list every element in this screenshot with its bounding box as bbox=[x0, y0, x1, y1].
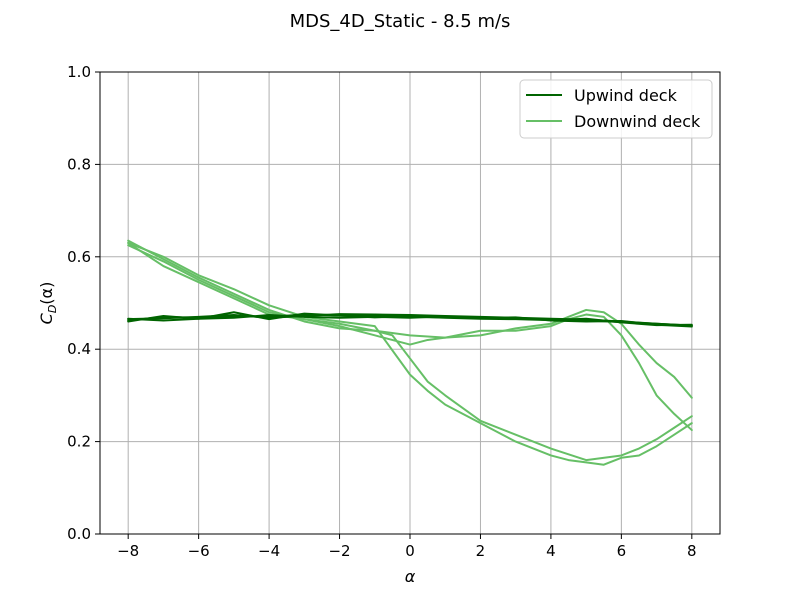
x-tick-label: 6 bbox=[617, 542, 627, 560]
chart-title: MDS_4D_Static - 8.5 m/s bbox=[290, 11, 511, 32]
y-axis-label: CD(α) bbox=[37, 282, 59, 325]
legend-label-upwind-deck: Upwind deck bbox=[574, 86, 678, 105]
x-tick-label: −4 bbox=[258, 542, 280, 560]
x-axis-label: α bbox=[405, 567, 416, 586]
series-line-downwind-deck-2 bbox=[127, 244, 693, 462]
series-line-downwind-deck-0 bbox=[127, 241, 693, 466]
x-tick-label: 8 bbox=[687, 542, 697, 560]
y-tick-label: 0.6 bbox=[67, 248, 91, 266]
x-tick-label: 4 bbox=[546, 542, 556, 560]
y-axis-label-sub: D bbox=[46, 305, 59, 313]
y-axis-label-main: C bbox=[37, 312, 56, 324]
y-tick-label: 0.4 bbox=[67, 340, 91, 358]
y-tick-label: 1.0 bbox=[67, 63, 91, 81]
x-tick-label: 0 bbox=[405, 542, 415, 560]
legend-label-downwind-deck: Downwind deck bbox=[574, 112, 701, 131]
y-tick-label: 0.0 bbox=[67, 525, 91, 543]
series-line-upwind-deck-3 bbox=[127, 311, 693, 327]
x-tick-label: −2 bbox=[328, 542, 350, 560]
x-tick-label: −6 bbox=[188, 542, 210, 560]
legend: Upwind deck Downwind deck bbox=[519, 79, 713, 139]
y-tick-label: 0.8 bbox=[67, 155, 91, 173]
series-line-downwind-deck-3 bbox=[127, 241, 693, 432]
y-axis-label-tail: (α) bbox=[37, 282, 56, 305]
x-axis-ticks: −8 −6 −4 −2 0 2 4 6 8 bbox=[117, 534, 697, 560]
y-tick-label: 0.2 bbox=[67, 433, 91, 451]
series-line-downwind-deck-1 bbox=[127, 239, 693, 399]
legend-box bbox=[519, 79, 713, 139]
series-layer bbox=[127, 239, 693, 466]
x-tick-label: 2 bbox=[476, 542, 486, 560]
y-axis-ticks: 0.0 0.2 0.4 0.6 0.8 1.0 bbox=[67, 63, 100, 543]
x-tick-label: −8 bbox=[117, 542, 139, 560]
series-line-upwind-deck-2 bbox=[127, 314, 693, 328]
